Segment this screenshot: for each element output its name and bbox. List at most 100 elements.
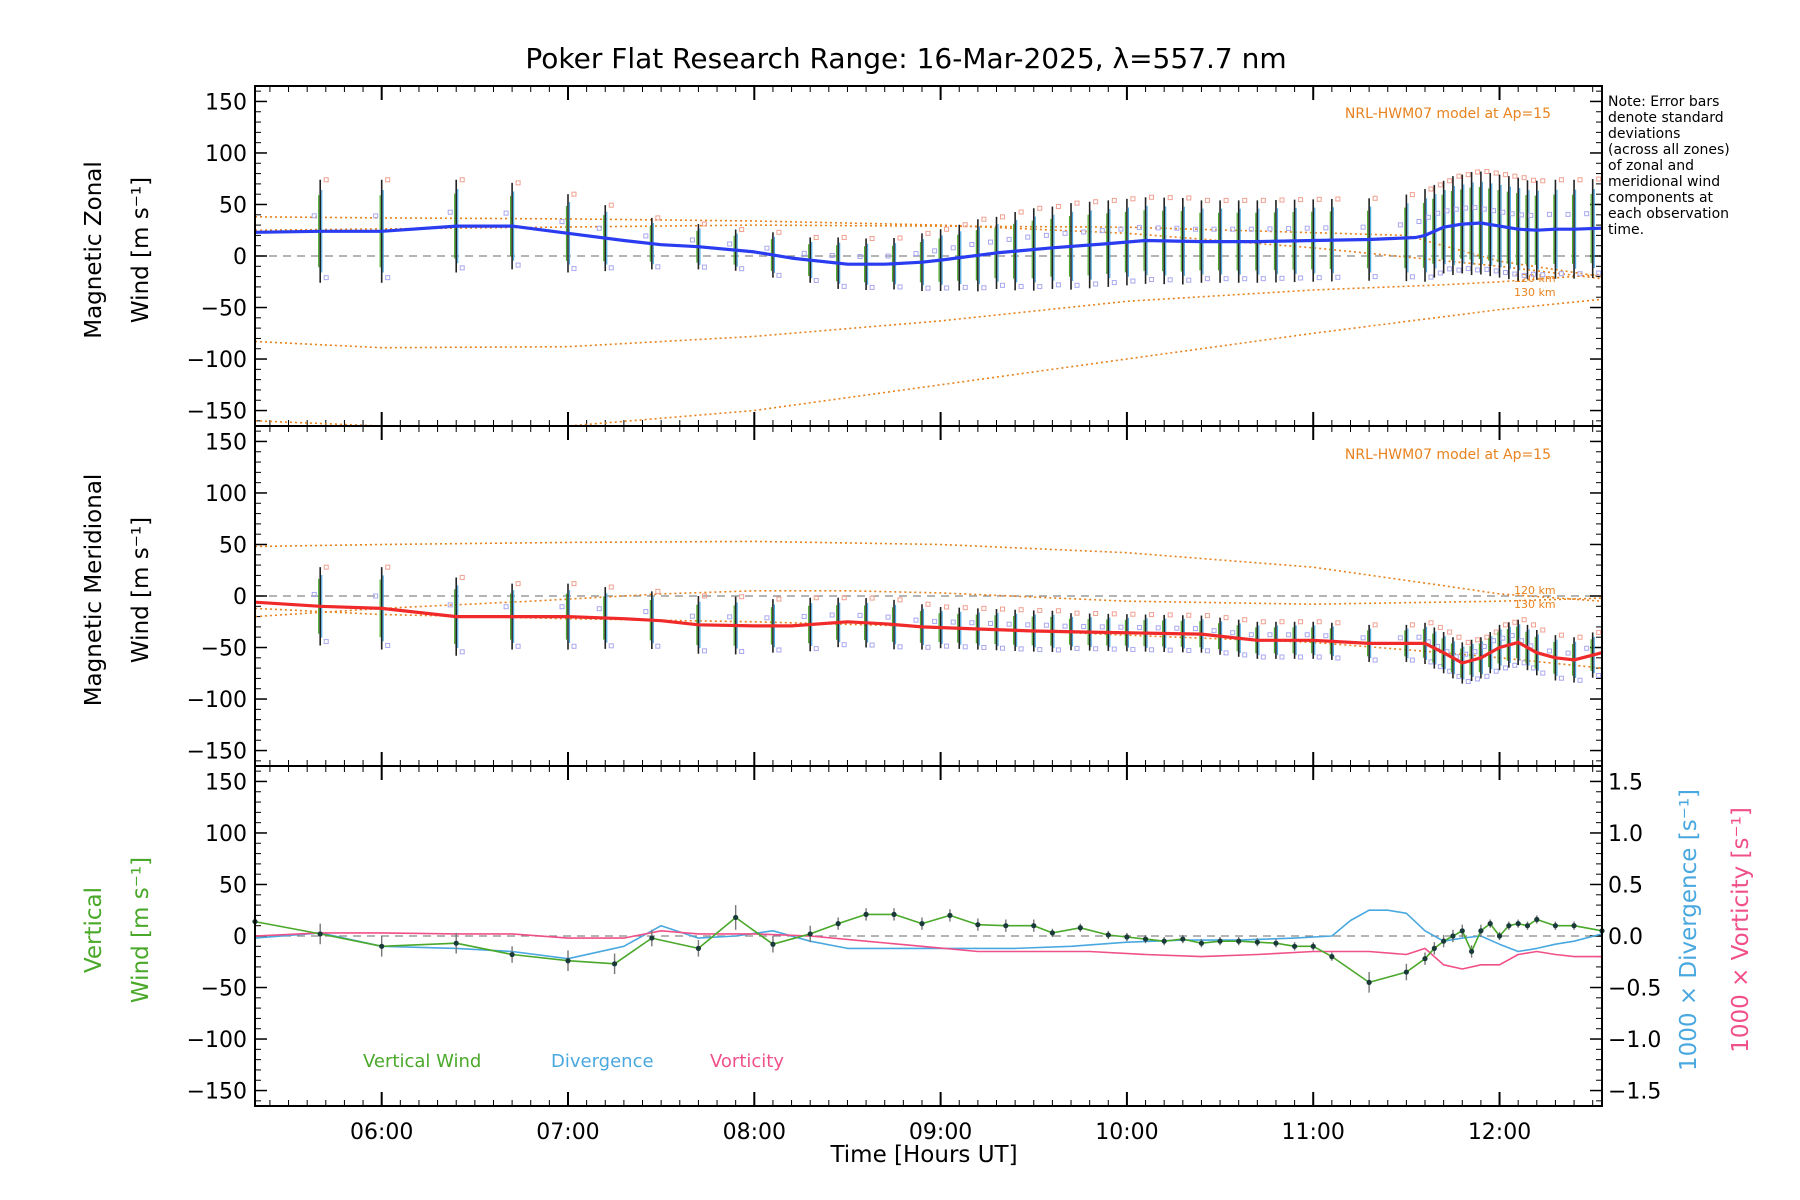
meridional-zone-point xyxy=(1577,634,1583,640)
vertical-wind-point xyxy=(1524,923,1531,929)
ylabel-vertical-line1: Vertical xyxy=(81,887,107,973)
meridional-zone-point xyxy=(981,605,987,611)
zonal-zone-point xyxy=(1493,170,1499,176)
chart-title: Poker Flat Research Range: 16-Mar-2025, … xyxy=(525,42,1286,75)
zonal-zone-point xyxy=(1428,274,1434,280)
vertical-wind-point xyxy=(1478,928,1484,934)
zonal-zone-point xyxy=(1130,196,1136,202)
meridional-zone-point xyxy=(1186,612,1192,618)
meridional-zone-point xyxy=(1456,634,1462,640)
zonal-zone-point xyxy=(841,283,847,289)
meridional-zone-point xyxy=(869,642,875,648)
meridional-zone-point xyxy=(776,596,782,602)
model-curve-zonal-120b xyxy=(255,273,1602,349)
zonal-zone-point xyxy=(1099,228,1105,234)
zonal-zone-point xyxy=(1558,177,1564,183)
ylabel-meridional-line1: Magnetic Meridional xyxy=(81,474,107,707)
y-tick-label-vertical: 0 xyxy=(233,925,247,950)
vertical-wind-point xyxy=(1273,940,1279,946)
zonal-zone-point xyxy=(1267,226,1273,232)
zonal-zone-point xyxy=(739,266,745,272)
zonal-zone-point xyxy=(1577,271,1583,277)
meridional-zone-point xyxy=(1463,651,1469,657)
meridional-zone-point xyxy=(689,613,695,619)
y-tick-label-zonal: 150 xyxy=(205,90,247,115)
ylabel-meridional-2: Wind [m s⁻¹] xyxy=(128,517,154,663)
zonal-zone-point xyxy=(1465,266,1471,272)
zonal-zone-point xyxy=(385,275,391,281)
meridional-zone-point xyxy=(1323,633,1329,639)
zonal-zone-point xyxy=(988,239,994,245)
zonal-zone-point xyxy=(962,222,968,228)
meridional-zone-point xyxy=(1512,662,1518,668)
zonal-zone-point xyxy=(1260,197,1266,203)
meridional-zone-point xyxy=(969,620,975,626)
zonal-zone-point xyxy=(897,284,903,290)
right-tick-label: −1.5 xyxy=(1608,1080,1661,1105)
vertical-wind-point xyxy=(1422,956,1428,962)
zonal-zone-point xyxy=(1279,197,1285,203)
y-tick-label-zonal: −100 xyxy=(187,348,247,373)
meridional-zone-point xyxy=(1596,629,1602,635)
zonal-zone-point xyxy=(950,245,956,251)
x-tick-label: 10:00 xyxy=(1095,1120,1158,1145)
zonal-zone-point xyxy=(981,216,987,222)
meridional-zone-point xyxy=(1223,615,1229,621)
zonal-zone-point xyxy=(1503,269,1509,275)
zonal-zone-point xyxy=(1425,214,1431,220)
meridional-zone-point xyxy=(950,619,956,625)
meridional-zone-point xyxy=(925,644,931,650)
meridional-zone-point xyxy=(885,614,891,620)
zonal-zone-point xyxy=(1472,205,1478,211)
zonal-zone-point xyxy=(1192,226,1198,232)
meridional-zone-point xyxy=(1174,625,1180,631)
meridional-zone-point xyxy=(1335,655,1341,661)
meridional-zone-point xyxy=(1204,648,1210,654)
meridional-zone-point xyxy=(1372,657,1378,663)
meridional-zone-point xyxy=(323,639,329,645)
meridional-zone-point xyxy=(596,606,602,612)
zonal-zone-point xyxy=(869,235,875,241)
meridional-zone-point xyxy=(813,595,819,601)
meridional-wind-line xyxy=(254,600,1603,665)
meridional-zone-point xyxy=(1475,676,1481,682)
x-tick-label: 07:00 xyxy=(536,1120,599,1145)
zonal-zone-point xyxy=(655,264,661,270)
meridional-zone-point xyxy=(1530,622,1536,628)
zonal-zone-point xyxy=(1416,218,1422,224)
meridional-zone-point xyxy=(1081,623,1087,629)
meridional-zone-point xyxy=(1006,621,1012,627)
meridional-zone-point xyxy=(1204,613,1210,619)
vertical-wind-point xyxy=(1403,969,1409,975)
zonal-zone-point xyxy=(655,215,661,221)
meridional-zone-point xyxy=(571,643,577,649)
zonal-zone-point xyxy=(944,226,950,232)
meridional-zone-point xyxy=(655,588,661,594)
meridional-zone-point xyxy=(1242,652,1248,658)
vertical-wind-point xyxy=(835,921,841,927)
meridional-zone-point xyxy=(1316,654,1322,660)
vertical-wind-point xyxy=(649,935,655,941)
y-tick-label-meridional: −50 xyxy=(201,637,247,662)
vertical-wind-point xyxy=(1571,923,1577,929)
zonal-zone-point xyxy=(925,230,931,236)
zonal-zone-point xyxy=(969,241,975,247)
zonal-zone-point xyxy=(1242,197,1248,203)
zonal-zone-point xyxy=(1298,197,1304,203)
note-line: components at xyxy=(1608,190,1714,206)
meridional-zone-point xyxy=(1503,665,1509,671)
zonal-zone-point xyxy=(1335,274,1341,280)
vertical-wind-point xyxy=(695,945,702,951)
model-curve-meridional-120 xyxy=(255,540,1602,602)
meridional-zone-point xyxy=(962,605,968,611)
meridional-zone-point xyxy=(1279,654,1285,660)
zonal-zone-point xyxy=(776,272,782,278)
zonal-zone-point xyxy=(1037,205,1043,211)
meridional-zone-point xyxy=(1465,639,1471,645)
ylabel-meridional-line2: Wind [m s⁻¹] xyxy=(128,517,154,663)
y-tick-label-meridional: −100 xyxy=(187,688,247,713)
meridional-zone-point xyxy=(1137,625,1143,631)
right-tick-label: −0.5 xyxy=(1608,977,1661,1002)
zonal-zone-point xyxy=(515,180,521,186)
meridional-zone-point xyxy=(944,643,950,649)
